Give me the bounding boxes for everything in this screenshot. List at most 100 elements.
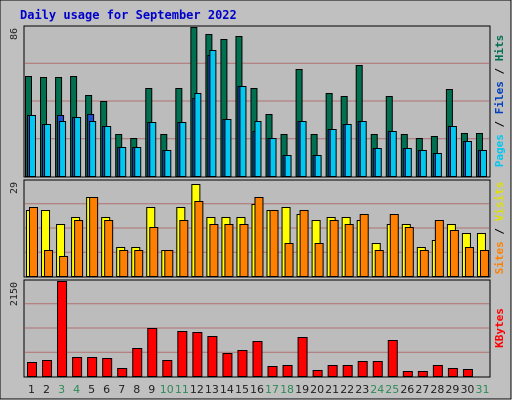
y-max-label-visits: 29: [9, 182, 20, 194]
x-tick-label: 5: [88, 383, 95, 396]
sites-bar: [89, 197, 99, 277]
sites-bar: [59, 256, 69, 277]
chart-title: Daily usage for September 2022: [20, 8, 237, 22]
pages-bar: [149, 122, 157, 177]
pages-bar: [314, 155, 322, 177]
sites-bar: [389, 214, 399, 277]
x-tick-label: 14: [220, 383, 234, 396]
x-tick-label: 26: [400, 383, 414, 396]
legend-entry-files: Files: [493, 81, 506, 114]
x-tick-label: 25: [385, 383, 399, 396]
pages-bar: [284, 155, 292, 177]
sites-bar: [434, 220, 444, 277]
x-tick-label: 28: [430, 383, 444, 396]
sites-bar: [449, 230, 459, 277]
legend-visits-sites: Sites / Visits: [493, 182, 506, 275]
sites-bar: [224, 224, 234, 277]
x-tick-label: 24: [370, 383, 384, 396]
sites-bar: [269, 210, 279, 277]
sites-bar: [239, 224, 249, 277]
legend-separator: /: [493, 221, 506, 241]
pages-bar: [464, 141, 472, 177]
kbytes-bar: [87, 357, 98, 377]
pages-bar: [194, 93, 202, 177]
x-tick-label: 6: [103, 383, 110, 396]
x-tick-label: 13: [205, 383, 219, 396]
pages-bar: [89, 121, 97, 177]
pages-bar: [104, 126, 112, 177]
kbytes-bar: [207, 336, 218, 377]
pages-bar: [329, 129, 337, 177]
pages-bar: [449, 126, 457, 177]
sites-bar: [374, 250, 384, 277]
x-tick-label: 22: [340, 383, 354, 396]
legend-entry-pages: Pages: [493, 134, 506, 167]
pages-bar: [44, 124, 52, 177]
pages-bar: [479, 150, 487, 177]
kbytes-bar: [27, 362, 37, 377]
pages-bar: [224, 119, 232, 177]
sites-bar: [404, 227, 414, 277]
x-tick-label: 11: [175, 383, 189, 396]
pages-bar: [254, 121, 262, 177]
kbytes-bar: [42, 360, 53, 377]
kbytes-bar: [312, 370, 323, 377]
sites-bar: [119, 250, 129, 277]
pages-bar: [389, 131, 397, 177]
x-tick-label: 17: [265, 383, 279, 396]
legend-kbytes: KBytes: [493, 308, 506, 348]
y-max-label-hits: 86: [9, 28, 20, 40]
sites-bar: [314, 243, 324, 277]
pages-bar: [374, 148, 382, 177]
kbytes-bar: [147, 328, 158, 377]
legend-separator: /: [493, 61, 506, 81]
x-tick-label: 31: [475, 383, 489, 396]
kbytes-bar: [162, 360, 173, 377]
kbytes-bar: [387, 340, 398, 377]
legend-hits-files-pages: Pages / Files / Hits: [493, 35, 506, 168]
pages-bar: [239, 86, 247, 177]
kbytes-bar: [237, 350, 248, 377]
kbytes-bar: [357, 361, 368, 377]
sites-bar: [209, 224, 219, 277]
sites-bar: [299, 210, 309, 277]
legend-entry-hits: Hits: [493, 35, 506, 62]
pages-bar: [209, 50, 217, 177]
kbytes-bar: [342, 365, 353, 377]
sites-bar: [254, 197, 264, 277]
x-tick-label: 10: [160, 383, 174, 396]
x-tick-label: 20: [310, 383, 324, 396]
sites-bar: [29, 207, 38, 277]
sites-bar: [419, 250, 429, 277]
x-tick-label: 21: [325, 383, 339, 396]
kbytes-bar: [297, 337, 308, 377]
kbytes-bar: [252, 341, 263, 377]
kbytes-bar: [132, 348, 143, 377]
x-tick-label: 16: [250, 383, 264, 396]
pages-bar: [404, 148, 412, 177]
pages-bar: [29, 115, 36, 177]
pages-bar: [74, 117, 82, 177]
sites-bar: [179, 220, 189, 277]
x-tick-label: 27: [415, 383, 429, 396]
sites-bar: [479, 250, 489, 277]
sites-bar: [194, 201, 204, 277]
legend-entry-sites: Sites: [493, 241, 506, 274]
kbytes-bar: [267, 366, 278, 377]
kbytes-bar: [222, 353, 233, 377]
x-tick-label: 15: [235, 383, 249, 396]
kbytes-bar: [327, 365, 338, 377]
legend-entry-visits: Visits: [493, 182, 506, 222]
kbytes-bar: [282, 365, 293, 377]
kbytes-bar: [57, 281, 68, 377]
sites-bar: [104, 220, 114, 277]
x-tick-label: 2: [43, 383, 50, 396]
kbytes-bar: [432, 365, 443, 377]
pages-bar: [344, 124, 352, 177]
x-tick-label: 8: [133, 383, 140, 396]
pages-bar: [419, 150, 427, 177]
x-tick-label: 19: [295, 383, 309, 396]
x-tick-label: 29: [445, 383, 459, 396]
legend-separator: /: [493, 114, 506, 134]
